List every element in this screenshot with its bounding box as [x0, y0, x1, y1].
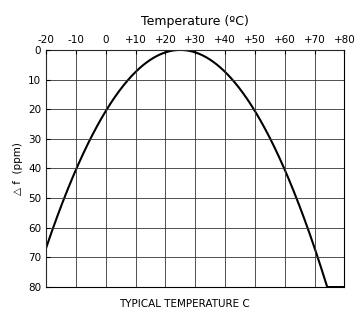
- Y-axis label: △ f  (ppm): △ f (ppm): [13, 142, 23, 195]
- Text: TYPICAL TEMPERATURE C: TYPICAL TEMPERATURE C: [119, 299, 250, 309]
- Title: Temperature (ºC): Temperature (ºC): [141, 15, 249, 28]
